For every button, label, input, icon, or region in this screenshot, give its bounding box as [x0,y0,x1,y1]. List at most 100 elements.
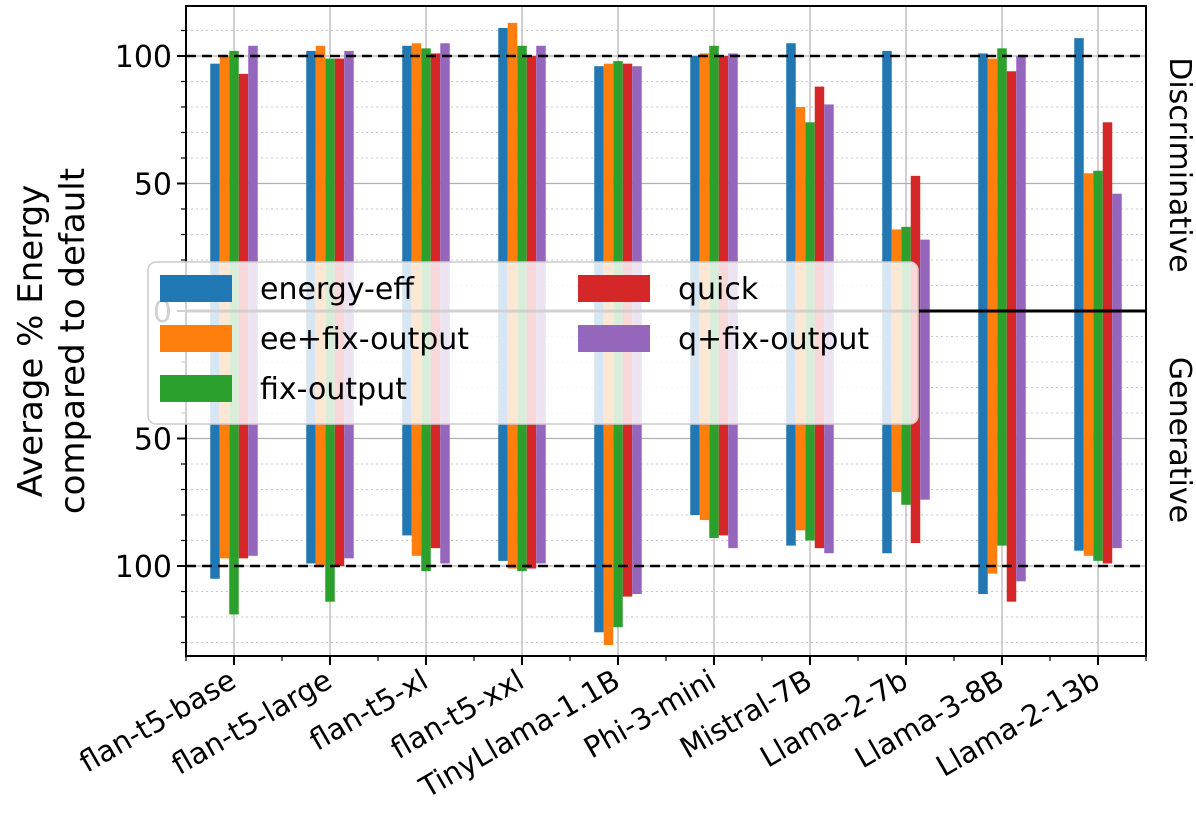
legend-frame [147,261,919,425]
legend-entry-label: fix-output [260,372,407,407]
bar-generative [1006,311,1017,602]
legend-entry-label: quick [678,272,759,307]
bar-discriminative [517,45,527,312]
y-axis-title-line2: compared to default [53,168,93,514]
bar-discriminative [430,53,441,311]
bar-discriminative [315,45,326,312]
bar-generative [248,311,258,556]
bar-generative [344,311,354,559]
bar-generative [219,311,230,559]
bar-discriminative [978,53,988,311]
legend-swatch [160,325,232,352]
bar-generative [210,311,220,579]
bar-generative [238,311,249,559]
bar-discriminative [421,48,431,311]
bar-generative [728,311,738,549]
bar-generative [498,311,508,561]
bar-generative [517,311,527,572]
bar-discriminative [219,56,230,311]
discriminative-label: Discriminative [1162,57,1196,273]
bar-generative [594,311,604,633]
bar-generative [536,311,546,564]
bar-discriminative [699,53,710,311]
bar-discriminative [325,58,335,311]
bar-generative [421,311,431,572]
bar-discriminative [882,50,892,312]
bar-generative [526,311,537,569]
bar-discriminative [411,43,422,311]
y-tick-label: 100 [115,550,172,585]
bar-discriminative [728,53,738,311]
legend-swatch [160,375,232,402]
bar-generative [1093,311,1103,561]
bar-generative [910,311,921,544]
bar-discriminative [498,27,508,311]
bar-generative [440,311,450,564]
bar-generative [1074,311,1084,551]
bar-discriminative [594,66,604,311]
bar-discriminative [1074,38,1084,312]
bar-generative [805,311,815,541]
bar-generative [306,311,316,564]
bar-discriminative [229,50,239,312]
y-tick-label: 50 [134,423,172,458]
bar-discriminative [824,104,834,311]
bar-generative [507,311,518,569]
bar-generative [997,311,1007,546]
bar-discriminative [1093,170,1103,311]
bar-generative [882,311,892,554]
bar-discriminative [440,43,450,311]
bar-generative [814,311,825,549]
bar-discriminative [1102,122,1113,311]
legend-entry-label: energy-eff [260,272,415,307]
bar-generative [1016,311,1026,582]
bar-discriminative [709,45,719,312]
bar-discriminative [334,58,345,311]
bar-generative [315,311,326,566]
bar-generative [622,311,633,597]
bar-discriminative [1112,193,1122,311]
legend-swatch [160,275,232,302]
legend-swatch [578,275,650,302]
bar-discriminative [1083,173,1094,311]
bar-generative [430,311,441,549]
bar-generative [603,311,614,646]
bar-generative [824,311,834,554]
bar-discriminative [920,239,930,311]
bar-generative [1083,311,1094,556]
bar-discriminative [248,45,258,312]
bar-generative [334,311,345,566]
x-tick-label: Llama-2-13b [930,663,1105,784]
bar-discriminative [526,56,537,311]
bar-discriminative [1006,71,1017,311]
bar-discriminative [910,175,921,311]
generative-label: Generative [1162,357,1196,523]
bar-discriminative [997,48,1007,311]
bar-discriminative [210,63,220,312]
legend: energy-eff ee+fix-output fix-output quick q+… [147,261,919,425]
bar-generative [920,311,930,500]
bar-discriminative [613,61,623,311]
bar-discriminative [402,45,412,312]
bar-generative [632,311,642,595]
bar-discriminative [622,63,633,312]
bar-discriminative [805,122,815,311]
y-tick-label: 50 [134,168,172,203]
bar-discriminative [507,22,518,311]
bar-discriminative [795,107,806,311]
bar-discriminative [344,50,354,312]
bar-discriminative [718,56,729,311]
bar-discriminative [238,73,249,311]
legend-entry-label: q+fix-output [678,322,869,357]
bar-discriminative [632,66,642,311]
bar-generative [613,311,623,628]
bar-generative [325,311,335,602]
y-axis-title-line1: Average % Energy [11,185,51,498]
bar-generative [229,311,239,615]
bar-generative [786,311,796,546]
bar-generative [1112,311,1122,549]
bar-discriminative [690,56,700,311]
bar-discriminative [814,86,825,311]
bar-generative [978,311,988,595]
